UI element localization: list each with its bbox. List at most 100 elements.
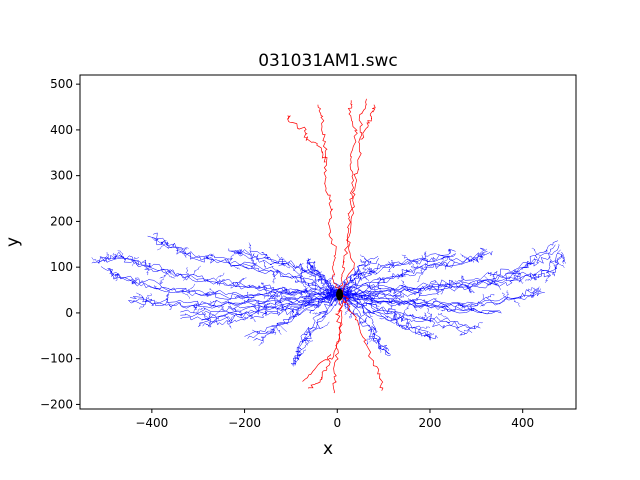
- neurite-branch: [441, 257, 451, 263]
- neurite-path: [338, 100, 358, 295]
- neurite-branch: [465, 286, 472, 293]
- neurite-branch: [385, 311, 393, 315]
- neurite-branch: [263, 303, 267, 310]
- neurite-branch: [492, 281, 501, 290]
- neurite-branch: [139, 304, 145, 310]
- neurite-branch: [209, 321, 216, 326]
- neurite-path: [151, 236, 340, 295]
- neurite-branch: [231, 308, 239, 311]
- neurite-branch: [310, 269, 318, 274]
- neurite-branch: [263, 292, 271, 299]
- neurite-branch: [368, 271, 376, 276]
- y-tick-label: −100: [40, 352, 73, 366]
- neurite-branch: [247, 312, 256, 322]
- neurite-branch: [401, 254, 411, 262]
- neurite-branch: [486, 281, 496, 286]
- neurite-branch: [159, 273, 168, 279]
- neurite-branch: [192, 265, 202, 275]
- neurite-branch: [464, 305, 474, 310]
- neurite-path: [317, 104, 340, 295]
- neurite-branch: [401, 279, 407, 287]
- neurite-branch: [461, 275, 465, 280]
- neurite-branch: [531, 247, 541, 256]
- neurite-branch: [404, 321, 410, 330]
- neurite-branch: [390, 260, 394, 266]
- neurite-branch: [390, 321, 400, 326]
- neurite-branch: [393, 290, 396, 296]
- neurite-path: [290, 294, 340, 367]
- neurite-branch: [227, 315, 235, 325]
- neurite-branch: [306, 328, 317, 334]
- neurite-branch: [263, 260, 267, 268]
- neurite-branch: [512, 273, 518, 281]
- neurite-branch: [297, 354, 302, 357]
- neurite-branch: [286, 302, 294, 307]
- neurite-branch: [412, 299, 416, 304]
- neurite-path: [180, 293, 340, 314]
- neurite-branch: [387, 266, 394, 272]
- neurite-branch: [165, 272, 175, 279]
- neurite-branch: [312, 312, 321, 316]
- neurite-branch: [447, 256, 455, 264]
- neurite-path: [339, 98, 367, 295]
- neurite-branch: [440, 308, 449, 312]
- neurite-branch: [291, 309, 295, 318]
- neurite-branch: [423, 261, 428, 269]
- neurite-branch: [304, 294, 309, 299]
- neurite-branch: [351, 293, 358, 298]
- neurite-branch: [317, 279, 321, 282]
- neurite-branch: [157, 243, 167, 251]
- neurite-branch: [307, 301, 314, 307]
- neurite-branch: [360, 273, 369, 282]
- neurite-branch: [412, 258, 418, 262]
- neurite-branch: [506, 290, 510, 298]
- neurite-branch: [377, 337, 382, 343]
- neurite-branch: [437, 284, 441, 292]
- neurite-path: [97, 251, 340, 298]
- neurite-branch: [153, 287, 160, 290]
- neurite-branch: [294, 263, 304, 271]
- neurite-branch: [215, 281, 220, 286]
- neurite-branch: [243, 291, 249, 298]
- neurite-branch: [360, 320, 367, 323]
- neurite-branch: [549, 256, 555, 266]
- neurite-branch: [366, 294, 370, 297]
- neurite-branch: [183, 274, 191, 281]
- neurite-path: [247, 294, 340, 339]
- x-axis-ticks: −400 −200 0 200 400: [135, 409, 534, 430]
- neurite-branch: [281, 264, 290, 269]
- neurite-branch: [279, 290, 284, 300]
- neurite-branch: [257, 285, 261, 289]
- series-0: [91, 232, 567, 367]
- neurite-branch: [298, 305, 306, 312]
- neurite-branch: [392, 294, 402, 298]
- neurite-branch: [467, 286, 475, 293]
- neurite-branch: [320, 277, 323, 283]
- neurite-branch: [460, 253, 467, 259]
- neurite-branch: [166, 241, 169, 245]
- neurite-branch: [303, 337, 308, 346]
- neurite-branch: [131, 257, 140, 261]
- neurite-branch: [400, 273, 406, 277]
- neurite-branch: [304, 301, 314, 304]
- neurite-branch: [405, 321, 408, 327]
- neurite-branch: [382, 278, 385, 284]
- neurite-branch: [362, 310, 369, 318]
- neurite-branch: [474, 321, 483, 330]
- neurite-branch: [513, 269, 519, 279]
- neurite-branch: [263, 286, 267, 295]
- neurite-branch: [321, 295, 328, 300]
- neurite-path: [153, 232, 340, 295]
- neurite-branch: [197, 322, 203, 327]
- neurite-branch: [207, 300, 217, 305]
- neurite-branch: [493, 270, 498, 275]
- y-tick-label: 0: [65, 306, 73, 320]
- neurite-path: [360, 104, 376, 140]
- neurite-branch: [307, 262, 316, 269]
- neurite-branch: [251, 257, 257, 267]
- neurite-branch: [514, 279, 524, 284]
- neurite-branch: [390, 297, 400, 301]
- x-tick-label: −400: [135, 416, 168, 430]
- neurite-path: [332, 294, 343, 394]
